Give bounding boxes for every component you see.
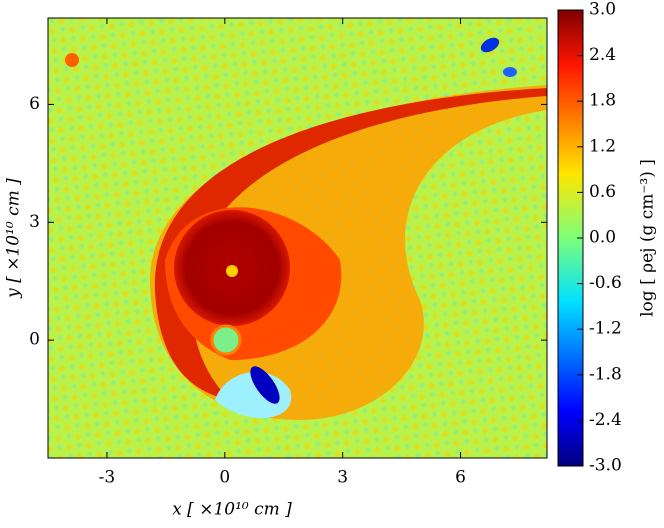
y-tick-label: 0 <box>29 330 40 350</box>
colorbar-tick-label: -1.2 <box>589 319 622 339</box>
x-tick-label: 6 <box>455 468 466 488</box>
x-tick-label: -3 <box>99 468 116 488</box>
x-tick-label: 0 <box>219 468 230 488</box>
colorbar-tick-label: 0.0 <box>589 228 616 248</box>
x-tick-label: 3 <box>337 468 348 488</box>
colorbar-tick-label: 1.8 <box>589 91 616 111</box>
y-tick-label: 6 <box>29 94 40 114</box>
colorbar-tick-label: -0.6 <box>589 273 622 293</box>
plot-frame <box>47 17 548 459</box>
colorbar-tick-label: -1.8 <box>589 364 622 384</box>
colorbar-label: log [ ρej (g cm⁻³) ] <box>638 159 658 317</box>
colorbar-tick-label: -2.4 <box>589 410 622 430</box>
x-axis-label: x [ ×10¹⁰ cm ] <box>172 500 292 520</box>
colorbar-tick-label: 3.0 <box>589 0 616 20</box>
colorbar-tick-label: 0.6 <box>589 182 616 202</box>
colorbar-tick-label: -3.0 <box>589 456 622 476</box>
y-tick-label: 3 <box>29 212 40 232</box>
y-axis-label: y [ ×10¹⁰ cm ] <box>4 178 24 299</box>
colorbar-tick-label: 1.2 <box>589 136 616 156</box>
heatmap-image <box>48 18 547 458</box>
colorbar-tick-label: 2.4 <box>589 45 616 65</box>
